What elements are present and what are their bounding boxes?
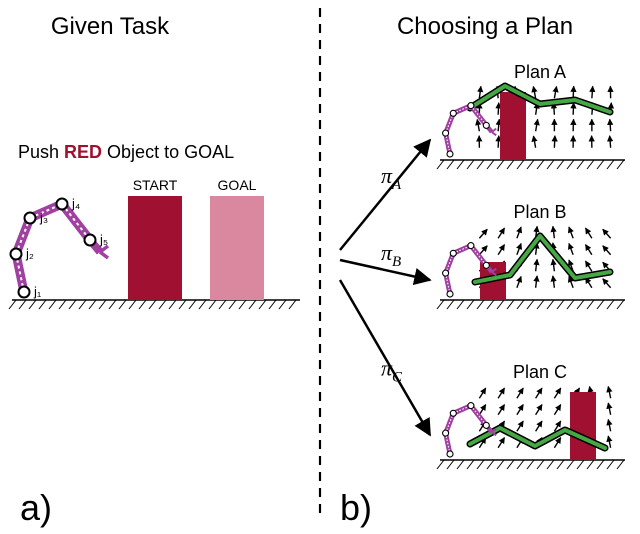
goal-block: [210, 196, 264, 300]
plan-name: Plan A: [514, 62, 566, 82]
heading-right: Choosing a Plan: [397, 13, 573, 40]
start-block: [128, 196, 182, 300]
pi-label: πA: [381, 163, 402, 193]
plan-arrow: [340, 140, 430, 250]
plan-name: Plan C: [513, 362, 567, 382]
diagram-stage: Given Task Choosing a Plan Push RED Object…: [0, 0, 640, 534]
start-label: START: [133, 177, 178, 193]
svg-text:j₄: j₄: [71, 196, 80, 211]
heading-left: Given Task: [51, 13, 170, 40]
plan-block: [500, 92, 526, 160]
svg-text:j₁: j₁: [33, 284, 42, 299]
plan-block: [570, 392, 596, 460]
plan-name: Plan B: [513, 202, 566, 222]
pi-label: πC: [381, 356, 403, 386]
svg-text:j₅: j₅: [99, 232, 108, 247]
goal-label: GOAL: [218, 177, 257, 193]
panel-label-a: a): [20, 487, 52, 528]
svg-text:j₃: j₃: [39, 210, 48, 225]
panel-label-b: b): [340, 487, 372, 528]
pi-label: πB: [381, 240, 401, 270]
task-instruction: Push RED Object to GOAL: [18, 142, 234, 162]
svg-text:j₂: j₂: [25, 246, 34, 261]
